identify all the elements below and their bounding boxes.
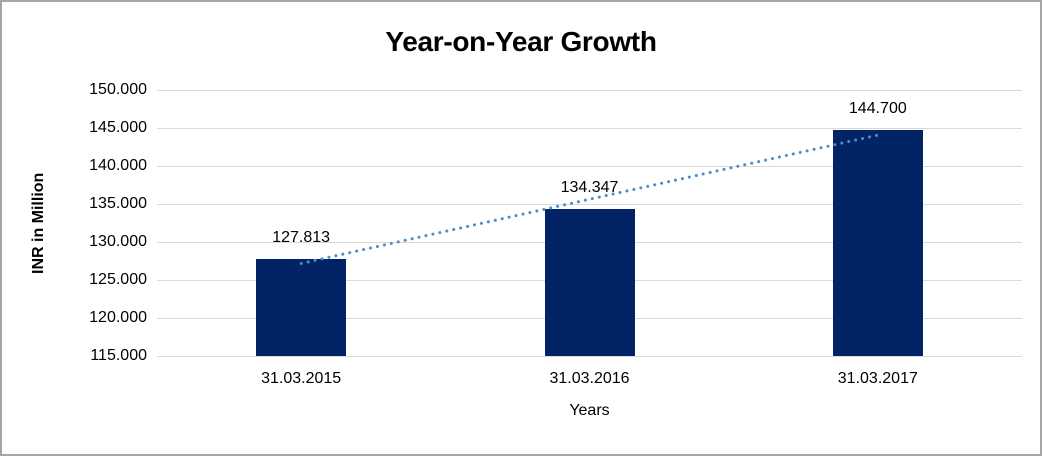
bar-31.03.2017 <box>832 130 923 356</box>
gridline <box>157 204 1022 205</box>
y-tick-label: 150.000 <box>89 81 147 98</box>
x-tick-label: 31.03.2016 <box>549 370 630 387</box>
y-tick-label: 125.000 <box>89 271 147 288</box>
bar-31.03.2016 <box>544 208 635 356</box>
x-tick-label: 31.03.2015 <box>261 370 342 387</box>
plot-area: 127.813 134.347 144.700 <box>157 90 1022 357</box>
y-tick-label: 120.000 <box>89 309 147 326</box>
y-tick-label: 135.000 <box>89 195 147 212</box>
bar-value-label: 144.700 <box>848 100 907 118</box>
y-tick-label: 145.000 <box>89 119 147 136</box>
bar-31.03.2015 <box>256 258 347 356</box>
y-tick-label: 130.000 <box>89 233 147 250</box>
y-tick-label: 115.000 <box>90 347 147 364</box>
bar-value-label: 134.347 <box>560 178 619 196</box>
y-tick-label: 140.000 <box>89 157 147 174</box>
y-axis-tick-labels: 150.000 145.000 140.000 135.000 130.000 125.0… <box>62 81 147 364</box>
bar-value-label: 127.813 <box>272 228 331 246</box>
gridline <box>157 356 1022 357</box>
gridline <box>157 128 1022 129</box>
chart-title: Year-on-Year Growth <box>385 26 657 57</box>
x-tick-label: 31.03.2017 <box>837 370 918 387</box>
x-axis-title: Years <box>569 402 610 419</box>
trendline <box>299 133 880 265</box>
gridline <box>157 166 1022 167</box>
y-axis-title: INR in Million <box>30 172 47 274</box>
gridline <box>157 90 1022 91</box>
